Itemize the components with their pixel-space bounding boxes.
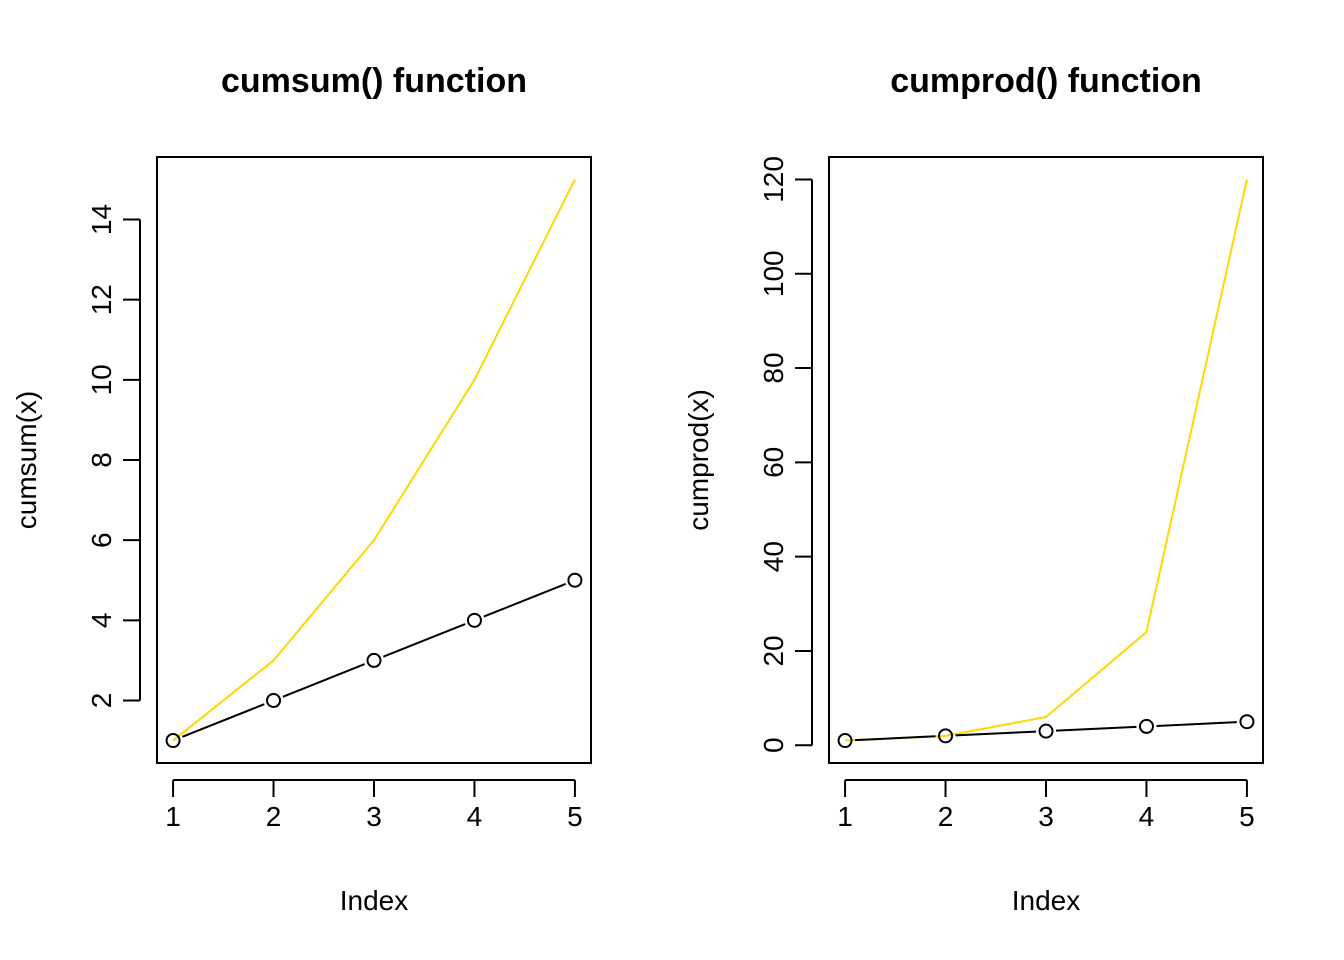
series-line	[172, 178, 576, 742]
plot-frame	[828, 156, 1264, 764]
series-segment	[855, 735, 936, 742]
y-tick-label: 20	[758, 635, 789, 666]
y-tick-label: 4	[86, 613, 117, 629]
y-axis: 2 4 6 8 10 12 14	[86, 204, 141, 709]
data-point	[165, 733, 181, 749]
series-layer	[165, 178, 583, 749]
data-point	[1038, 723, 1054, 739]
data-point	[567, 572, 583, 588]
series-segment	[382, 623, 466, 658]
x-tick-label: 3	[366, 801, 382, 832]
data-point	[366, 652, 382, 668]
y-tick-label: 0	[758, 737, 789, 753]
data-point	[1239, 714, 1255, 730]
data-point	[1138, 718, 1154, 734]
series-segment	[955, 730, 1037, 737]
data-point	[466, 612, 482, 628]
x-tick-label: 4	[1139, 801, 1155, 832]
y-tick-label: 8	[86, 452, 117, 468]
y-tick-label: 2	[86, 693, 117, 709]
y-tick-label: 60	[758, 447, 789, 478]
x-tick-label: 2	[266, 801, 282, 832]
y-axis: 0 20 40 60 80 100 120	[758, 156, 813, 753]
x-tick-label: 4	[467, 801, 483, 832]
chart-title: cumprod() function	[890, 62, 1202, 100]
chart-title: cumsum() function	[221, 62, 527, 100]
x-tick-label: 1	[165, 801, 181, 832]
y-tick-label: 100	[758, 250, 789, 297]
x-tick-label: 1	[837, 801, 853, 832]
data-point	[938, 728, 954, 744]
cumprod-chart-panel: cumprod() function Index cumprod(x) 1 2 3 4…	[683, 62, 1264, 916]
y-tick-label: 14	[86, 204, 117, 235]
x-tick-label: 5	[567, 801, 583, 832]
data-point	[837, 733, 853, 749]
y-tick-label: 6	[86, 532, 117, 548]
x-axis-label: Index	[340, 885, 409, 916]
y-tick-label: 12	[86, 284, 117, 315]
series-line	[845, 179, 1248, 742]
y-tick-label: 120	[758, 156, 789, 203]
plot-frame	[156, 156, 592, 764]
series-layer	[837, 179, 1255, 749]
y-axis-label: cumsum(x)	[11, 391, 42, 529]
y-axis-label: cumprod(x)	[683, 389, 714, 531]
series-segment	[282, 663, 366, 698]
x-axis: 1 2 3 4 5	[837, 779, 1255, 832]
x-axis-label: Index	[1012, 885, 1081, 916]
series-segment	[181, 703, 265, 738]
data-point	[266, 692, 282, 708]
series-segment	[1156, 721, 1237, 727]
series-segment	[483, 583, 567, 618]
y-tick-label: 80	[758, 352, 789, 383]
series-segment	[1055, 725, 1137, 732]
x-axis: 1 2 3 4 5	[165, 779, 583, 832]
y-tick-label: 10	[86, 364, 117, 395]
y-tick-label: 40	[758, 541, 789, 572]
x-tick-label: 5	[1239, 801, 1255, 832]
x-tick-label: 3	[1038, 801, 1054, 832]
x-tick-label: 2	[938, 801, 954, 832]
